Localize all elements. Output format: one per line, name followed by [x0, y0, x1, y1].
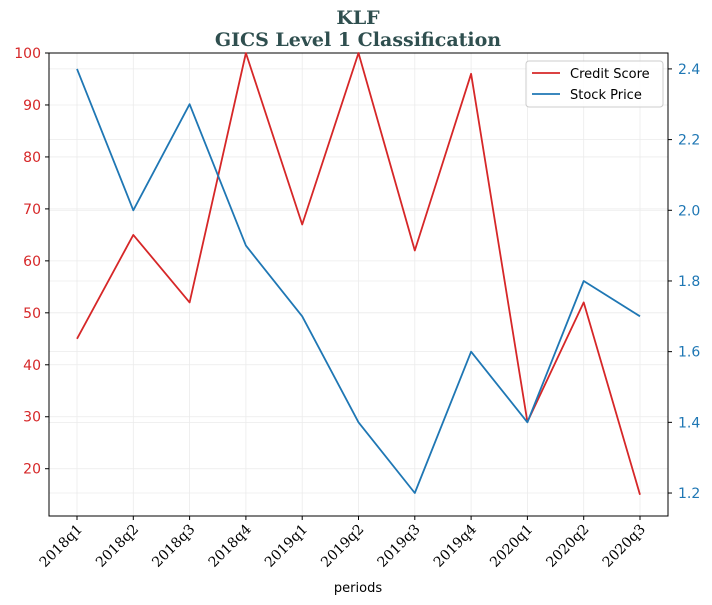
x-tick-label: 2020q2	[543, 522, 592, 571]
x-tick-label: 2018q2	[93, 522, 142, 571]
legend: Credit Score Stock Price	[525, 60, 664, 108]
y-right-tick-label: 2.0	[678, 203, 700, 219]
x-tick-label: 2018q4	[206, 521, 255, 570]
series-line-stock-price	[76, 68, 641, 494]
x-ticks: 2018q1 2018q2 2018q3 2018q4 2019q1 2019q2 2019…	[37, 516, 649, 571]
y-left-tick-label: 30	[23, 410, 41, 426]
legend-label: Credit Score	[570, 67, 650, 82]
y-right-tick-label: 1.6	[678, 345, 700, 361]
y-left-tick-label: 90	[23, 98, 41, 114]
x-tick-label: 2018q3	[149, 522, 198, 571]
y-left-tick-label: 80	[23, 150, 41, 166]
legend-label: Stock Price	[570, 88, 642, 103]
y-left-tick-label: 20	[23, 462, 41, 478]
chart-subtitle: GICS Level 1 Classification	[215, 29, 501, 51]
y-left-tick-label: 60	[23, 254, 41, 270]
y-right-tick-label: 1.8	[678, 274, 700, 290]
series-line-credit-score	[76, 52, 641, 495]
grid	[49, 52, 668, 516]
x-tick-label: 2020q1	[487, 522, 536, 571]
y-left-ticks: 20 30 40 50 60 70 80 90 100	[14, 46, 49, 478]
x-tick-label: 2020q3	[600, 522, 649, 571]
y-right-tick-label: 2.2	[678, 133, 700, 149]
y-left-tick-label: 100	[14, 46, 41, 62]
x-tick-label: 2019q2	[318, 522, 367, 571]
y-right-ticks: 1.2 1.4 1.6 1.8 2.0 2.2 2.4	[668, 62, 700, 502]
y-right-tick-label: 2.4	[678, 62, 700, 78]
y-right-tick-label: 1.2	[678, 486, 700, 502]
x-tick-label: 2019q4	[431, 521, 480, 570]
y-right-tick-label: 1.4	[678, 415, 700, 431]
legend-box	[525, 60, 664, 108]
series-lines	[76, 52, 641, 495]
y-left-tick-label: 70	[23, 202, 41, 218]
chart-title: KLF	[336, 7, 380, 29]
x-axis-label: periods	[334, 581, 382, 596]
x-tick-label: 2019q1	[262, 522, 311, 571]
x-tick-label: 2018q1	[37, 522, 86, 571]
y-left-tick-label: 50	[23, 306, 41, 322]
x-tick-label: 2019q3	[374, 522, 423, 571]
y-left-tick-label: 40	[23, 358, 41, 374]
